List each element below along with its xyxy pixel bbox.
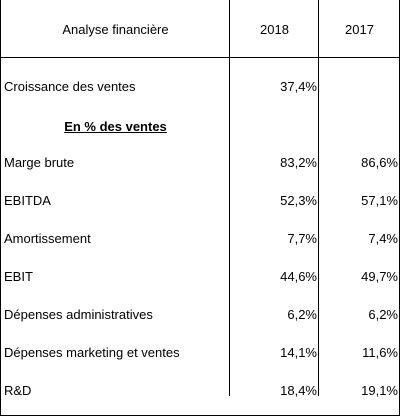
table-row: Marge brute 83,2% 86,6% xyxy=(1,151,400,173)
row-value-2017: 49,7% xyxy=(361,268,398,284)
row-value-2017: 11,6% xyxy=(362,344,398,360)
row-value-2017: 86,6% xyxy=(361,154,398,170)
row-label: Dépenses marketing et ventes xyxy=(4,344,180,360)
row-value-2018: 14,1% xyxy=(280,344,317,360)
header-year-2017: 2017 xyxy=(345,21,374,37)
row-label: Marge brute xyxy=(4,154,75,170)
row-label: Dépenses administratives xyxy=(4,306,153,322)
column-divider xyxy=(229,0,230,396)
row-label: EBITDA xyxy=(4,192,51,208)
table-row: EBITDA 52,3% 57,1% xyxy=(1,189,400,211)
row-value-2018: 83,2% xyxy=(280,154,317,170)
row-label: EBIT xyxy=(4,268,33,284)
row-label: Croissance des ventes xyxy=(4,78,136,94)
row-value-2018: 44,6% xyxy=(280,268,317,284)
row-value-2018 xyxy=(230,115,319,137)
table-row: EBIT 44,6% 49,7% xyxy=(1,265,400,287)
section-heading: En % des ventes xyxy=(64,118,167,134)
header-row: Analyse financière 2018 2017 xyxy=(1,10,400,48)
row-value-2018: 6,2% xyxy=(287,306,317,322)
header-label: Analyse financière xyxy=(62,21,169,37)
header-year-2018: 2018 xyxy=(260,21,289,37)
row-value-2017 xyxy=(319,75,400,97)
header-divider xyxy=(1,57,400,58)
row-label: Amortissement xyxy=(4,230,91,246)
table-row: Croissance des ventes 37,4% xyxy=(1,75,400,97)
table-row: Dépenses administratives 6,2% 6,2% xyxy=(1,303,400,325)
row-value-2018: 52,3% xyxy=(280,192,317,208)
table-row: Amortissement 7,7% 7,4% xyxy=(1,227,400,249)
column-divider xyxy=(318,0,319,396)
row-value-2017 xyxy=(319,115,400,137)
row-value-2017: 19,1% xyxy=(361,382,398,398)
row-label: R&D xyxy=(4,382,32,398)
row-value-2018: 18,4% xyxy=(280,382,317,398)
section-heading-row: En % des ventes xyxy=(1,115,400,137)
row-value-2017: 7,4% xyxy=(368,230,398,246)
row-value-2017: 57,1% xyxy=(361,192,398,208)
table-row: R&D 18,4% 19,1% xyxy=(1,379,400,401)
row-value-2018: 37,4% xyxy=(280,78,317,94)
table-row: Dépenses marketing et ventes 14,1% 11,6% xyxy=(1,341,400,363)
row-value-2017: 6,2% xyxy=(368,306,398,322)
row-value-2018: 7,7% xyxy=(287,230,317,246)
